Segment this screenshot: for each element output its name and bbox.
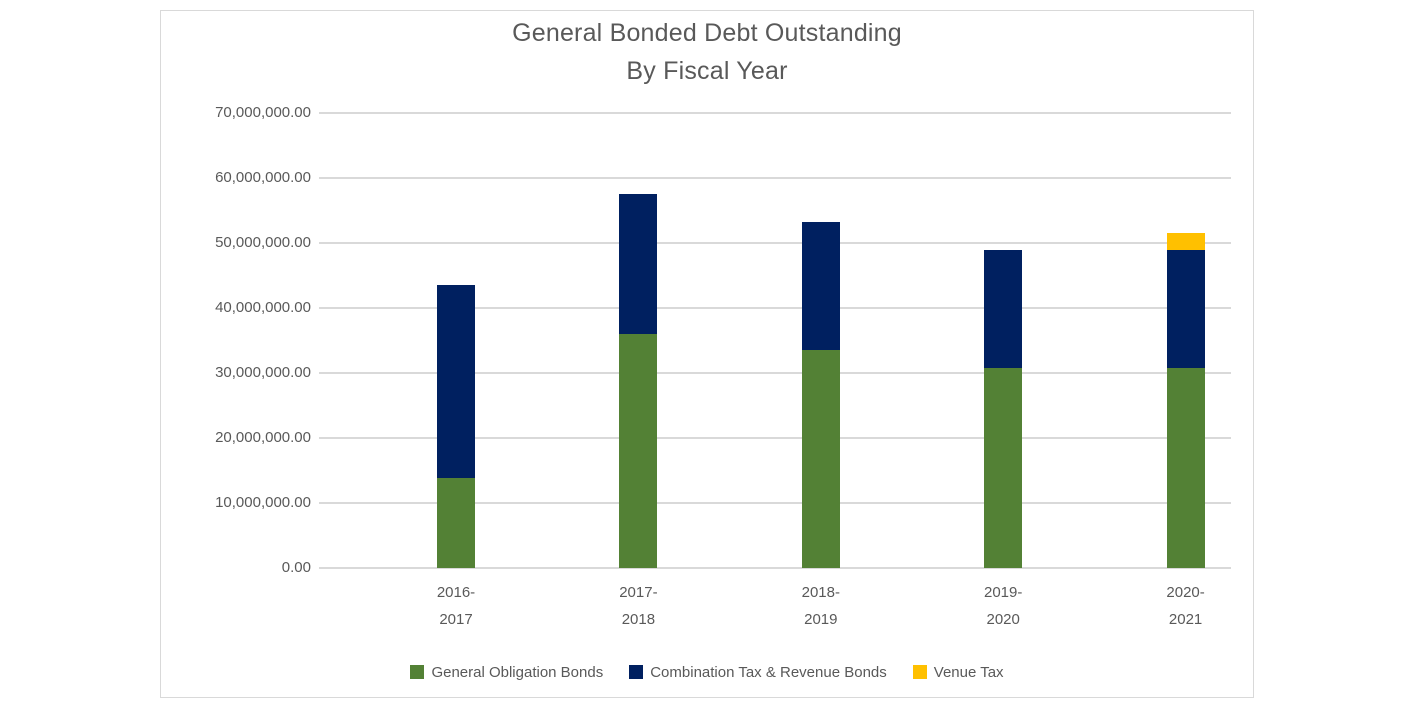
gridline-30-000-000-00 [319,372,1231,374]
x-axis-label-line2: 2021 [1168,611,1203,628]
x-axis-label-line2: 2018 [621,611,656,628]
x-axis-label-line2: 2019 [804,611,838,628]
y-axis-tick-label: 30,000,000.00 [215,364,311,381]
x-axis-label-2017-2018: 2017- 2018 [573,579,703,633]
gridline-10-000-000-00 [319,502,1231,504]
x-axis-label-line1: 2017- [619,584,658,601]
legend-swatch-venue-tax [912,665,927,679]
y-axis-tick-label: 10,000,000.00 [215,494,311,511]
chart-frame: General Bonded Debt Outstanding By Fisca… [160,10,1254,698]
x-axis-label-line1: 2019- [984,584,1023,601]
bar-2020-2021-general-obligation-bonds [1166,367,1205,568]
legend-item-general-obligation-bonds: General Obligation Bonds [410,664,603,681]
y-axis-tick-label: 20,000,000.00 [215,429,311,446]
x-axis-label-2016-2017: 2016- 2017 [391,579,521,633]
gridline-40-000-000-00 [319,307,1231,309]
x-axis-label-2018-2019: 2018- 2019 [756,579,886,633]
chart-title-line2: By Fiscal Year [626,57,788,85]
bar-2020-2021-combination-tax-revenue-bonds [1166,250,1205,368]
legend-item-venue-tax: Venue Tax [912,663,1004,681]
x-axis-label-2019-2020: 2019- 2020 [938,579,1068,633]
y-axis-tick-label: 0.00 [281,559,311,576]
y-axis-tick-label: 60,000,000.00 [215,169,311,186]
bar-2018-2019-combination-tax-revenue-bonds [801,222,840,350]
bar-2017-2018-combination-tax-revenue-bonds [619,194,658,334]
legend-swatch-combination-tax-revenue-bonds [629,665,644,679]
bar-2018-2019-general-obligation-bonds [801,349,840,568]
legend-label: Combination Tax & Revenue Bonds [650,663,887,681]
y-axis-tick-label: 50,000,000.00 [215,234,311,251]
y-axis-tick-label: 70,000,000.00 [215,104,311,121]
gridline-70-000-000-00 [319,112,1231,114]
gridline-50-000-000-00 [319,242,1231,244]
x-axis-label-2020-2021: 2020- 2021 [1121,579,1251,633]
y-axis-tick-label: 40,000,000.00 [215,299,311,316]
legend-item-combination-tax-revenue-bonds: Combination Tax & Revenue Bonds [629,664,887,681]
legend-label: Venue Tax [933,663,1004,681]
x-axis-label-line1: 2016- [436,584,476,601]
x-axis-label-line1: 2020- [1166,584,1205,601]
chart-legend: General Obligation Bonds Combination Tax … [161,661,1253,683]
x-axis-label-line1: 2018- [801,584,840,601]
bar-2016-2017-general-obligation-bonds [437,477,475,568]
x-axis-label-line2: 2017 [439,611,473,628]
gridline-0-00 [319,567,1231,569]
gridline-20-000-000-00 [319,437,1231,439]
bar-2019-2020-general-obligation-bonds [984,368,1023,568]
bar-2020-2021-venue-tax [1166,233,1205,251]
bar-2016-2017-combination-tax-revenue-bonds [437,285,475,478]
chart-title: General Bonded Debt Outstanding By Fisca… [161,14,1253,90]
gridline-60-000-000-00 [319,177,1231,179]
x-axis-label-line2: 2020 [986,611,1020,628]
bar-2019-2020-combination-tax-revenue-bonds [984,249,1023,369]
bar-2017-2018-general-obligation-bonds [619,334,658,568]
chart-title-line1: General Bonded Debt Outstanding [512,19,902,47]
legend-swatch-general-obligation-bonds [410,665,425,679]
legend-label: General Obligation Bonds [431,663,604,681]
